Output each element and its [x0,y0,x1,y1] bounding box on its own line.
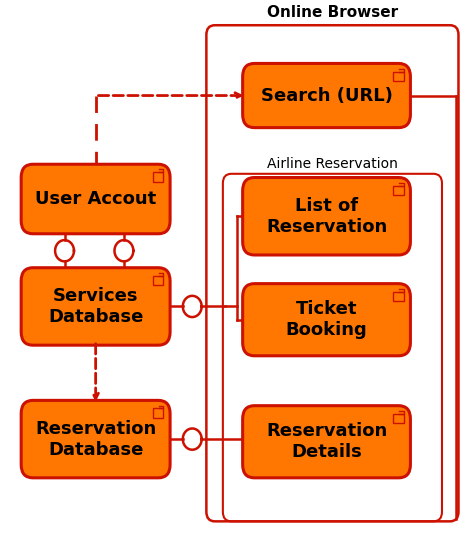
Text: Reservation
Details: Reservation Details [266,422,387,461]
Bar [393,292,404,301]
Text: Airline Reservation: Airline Reservation [267,157,398,171]
FancyBboxPatch shape [243,284,410,356]
Text: Services
Database: Services Database [48,287,143,326]
Text: Ticket
Booking: Ticket Booking [286,300,367,339]
Bar [153,276,164,285]
Text: Online Browser: Online Browser [267,5,398,20]
Bar [393,414,404,423]
FancyBboxPatch shape [243,63,410,128]
FancyBboxPatch shape [243,406,410,478]
Bar [153,408,164,418]
Text: Search (URL): Search (URL) [261,86,392,105]
FancyBboxPatch shape [243,177,410,255]
Text: List of
Reservation: List of Reservation [266,197,387,236]
Bar [153,172,164,182]
FancyBboxPatch shape [21,400,170,478]
Bar [393,71,404,81]
FancyBboxPatch shape [21,164,170,234]
Text: Reservation
Database: Reservation Database [35,420,156,458]
Text: User Accout: User Accout [35,190,156,208]
FancyBboxPatch shape [21,267,170,345]
Bar [393,185,404,195]
